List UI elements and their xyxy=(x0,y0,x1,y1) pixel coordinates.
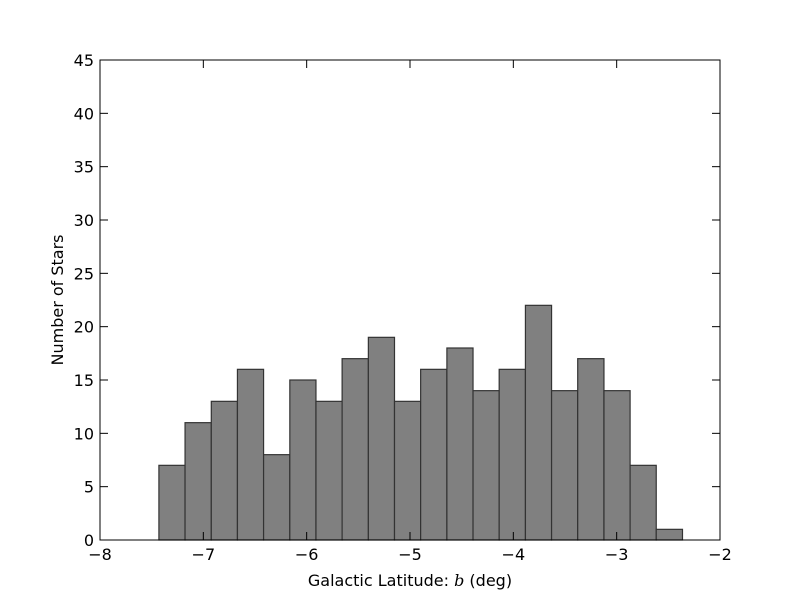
y-tick-label: 0 xyxy=(84,531,94,550)
x-tick-label: −4 xyxy=(502,545,526,564)
histogram-bar xyxy=(367,336,396,541)
histogram-bar xyxy=(341,358,369,541)
x-axis-label-unit: (deg) xyxy=(464,571,512,590)
histogram-bar xyxy=(577,358,605,541)
histogram-bar xyxy=(655,528,684,541)
histogram-bar xyxy=(393,400,422,541)
histogram-bar xyxy=(472,390,500,541)
x-axis-label: Galactic Latitude: b (deg) xyxy=(308,571,512,590)
y-axis-label: Number of Stars xyxy=(48,234,67,365)
histogram-bar xyxy=(550,390,579,541)
bars-group xyxy=(158,304,684,541)
x-tick-label: −2 xyxy=(708,545,732,564)
histogram-bar xyxy=(289,379,317,541)
y-tick-label: 25 xyxy=(74,264,94,283)
x-tick-label: −8 xyxy=(88,545,112,564)
y-tick-label: 10 xyxy=(74,424,94,443)
ticks-group xyxy=(99,59,721,541)
x-axis-label-text: Galactic Latitude: xyxy=(308,571,454,590)
y-tick-label: 15 xyxy=(74,371,94,390)
x-axis-label-symbol: b xyxy=(454,571,464,590)
histogram-bar xyxy=(446,347,474,541)
tick-labels-group: −8 −7 −6 −5 −4 −3 −2 0 5 10 15 20 25 30 35 40 45 xyxy=(74,51,732,564)
x-tick-label: −7 xyxy=(192,545,216,564)
y-tick-label: 40 xyxy=(74,104,94,123)
y-tick-label: 45 xyxy=(74,51,94,70)
histogram-bar xyxy=(524,304,553,541)
y-tick-label: 20 xyxy=(74,318,94,337)
x-tick-label: −5 xyxy=(398,545,422,564)
histogram-bar xyxy=(210,400,239,541)
y-tick-label: 5 xyxy=(84,478,94,497)
x-tick-label: −3 xyxy=(605,545,629,564)
x-tick-label: −6 xyxy=(295,545,319,564)
histogram-bar xyxy=(420,368,448,541)
y-tick-label: 35 xyxy=(74,158,94,177)
histogram-bar xyxy=(184,422,212,541)
histogram-bar xyxy=(158,464,186,541)
histogram-bar xyxy=(236,368,265,541)
histogram-bar xyxy=(262,454,291,541)
histogram-bar xyxy=(315,400,343,541)
y-tick-label: 30 xyxy=(74,211,94,230)
histogram-bar xyxy=(603,390,631,541)
histogram-bar xyxy=(498,368,527,541)
histogram-bar xyxy=(629,464,657,541)
